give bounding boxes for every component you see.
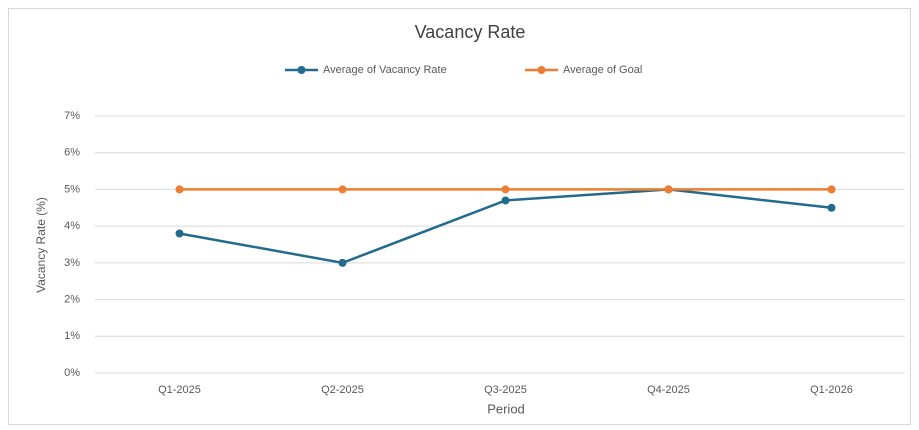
y-tick-label: 6% bbox=[64, 147, 80, 159]
chart-title: Vacancy Rate bbox=[415, 22, 526, 42]
legend-label: Average of Goal bbox=[563, 64, 642, 76]
x-axis-label: Period bbox=[487, 401, 525, 416]
y-tick-label: 1% bbox=[64, 330, 80, 342]
data-point bbox=[827, 203, 836, 212]
data-point bbox=[338, 258, 347, 267]
x-tick-label: Q1-2025 bbox=[158, 384, 201, 396]
data-point bbox=[827, 185, 836, 194]
data-point bbox=[501, 185, 510, 194]
data-point bbox=[175, 229, 184, 238]
y-tick-label: 3% bbox=[64, 257, 80, 269]
legend-label: Average of Vacancy Rate bbox=[323, 64, 447, 76]
y-tick-label: 5% bbox=[64, 183, 80, 195]
y-tick-label: 0% bbox=[64, 367, 80, 379]
x-tick-label: Q4-2025 bbox=[647, 384, 690, 396]
data-point bbox=[501, 196, 510, 205]
y-tick-label: 7% bbox=[64, 110, 80, 122]
data-point bbox=[175, 185, 184, 194]
chart-border bbox=[8, 8, 911, 425]
data-point bbox=[338, 185, 347, 194]
y-tick-label: 4% bbox=[64, 220, 80, 232]
legend-marker bbox=[537, 66, 546, 74]
y-axis-label: Vacancy Rate (%) bbox=[34, 197, 48, 293]
y-tick-label: 2% bbox=[64, 293, 80, 305]
data-point bbox=[664, 185, 673, 194]
x-tick-label: Q3-2025 bbox=[484, 384, 527, 396]
x-tick-label: Q2-2025 bbox=[321, 384, 364, 396]
legend-marker bbox=[297, 66, 306, 74]
x-tick-label: Q1-2026 bbox=[810, 384, 853, 396]
